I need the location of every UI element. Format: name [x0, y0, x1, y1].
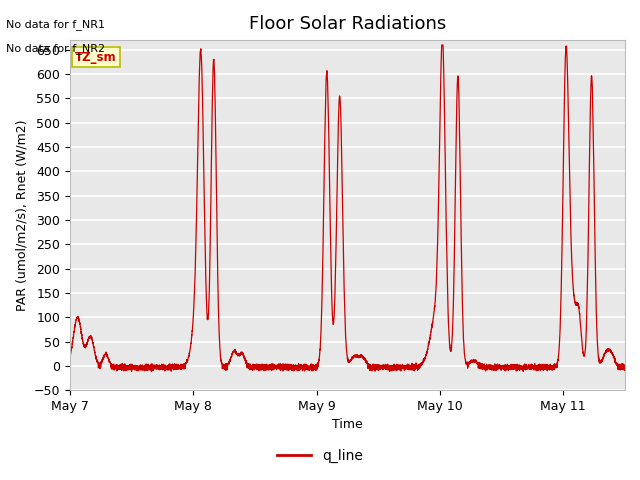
- Legend: q_line: q_line: [271, 443, 369, 468]
- Y-axis label: PAR (umol/m2/s), Rnet (W/m2): PAR (umol/m2/s), Rnet (W/m2): [15, 120, 28, 311]
- Text: TZ_sm: TZ_sm: [76, 50, 117, 64]
- X-axis label: Time: Time: [332, 419, 363, 432]
- Title: Floor Solar Radiations: Floor Solar Radiations: [249, 15, 446, 33]
- Text: No data for f_NR2: No data for f_NR2: [6, 43, 106, 54]
- Text: No data for f_NR1: No data for f_NR1: [6, 19, 106, 30]
